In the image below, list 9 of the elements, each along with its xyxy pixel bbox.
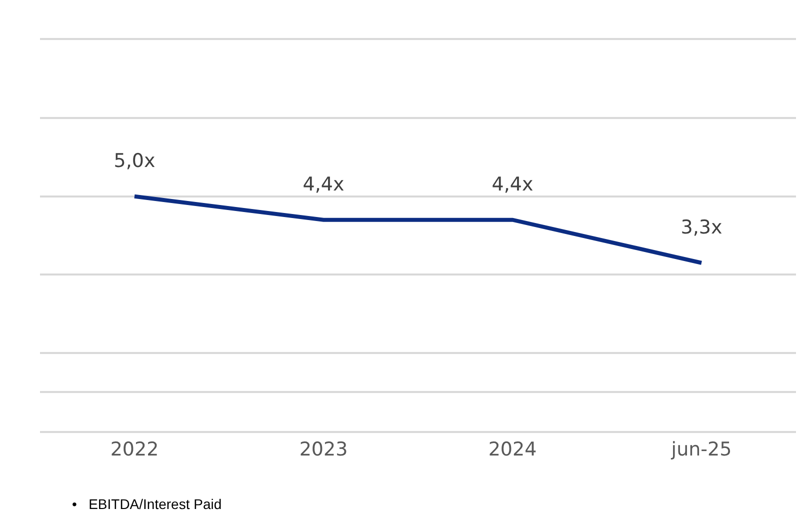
- x-tick-label: 2024: [488, 438, 537, 461]
- data-label: 4,4x: [302, 173, 344, 196]
- text: • EBITDA/Interest Paid: [72, 496, 222, 512]
- data-label: 5,0x: [114, 150, 156, 172]
- data-label: 3,3x: [680, 216, 722, 238]
- data-label: 4,4x: [492, 173, 534, 196]
- x-tick-label: 2022: [110, 438, 159, 461]
- x-tick-label: jun-25: [670, 438, 732, 461]
- x-tick-label: 2023: [299, 438, 348, 461]
